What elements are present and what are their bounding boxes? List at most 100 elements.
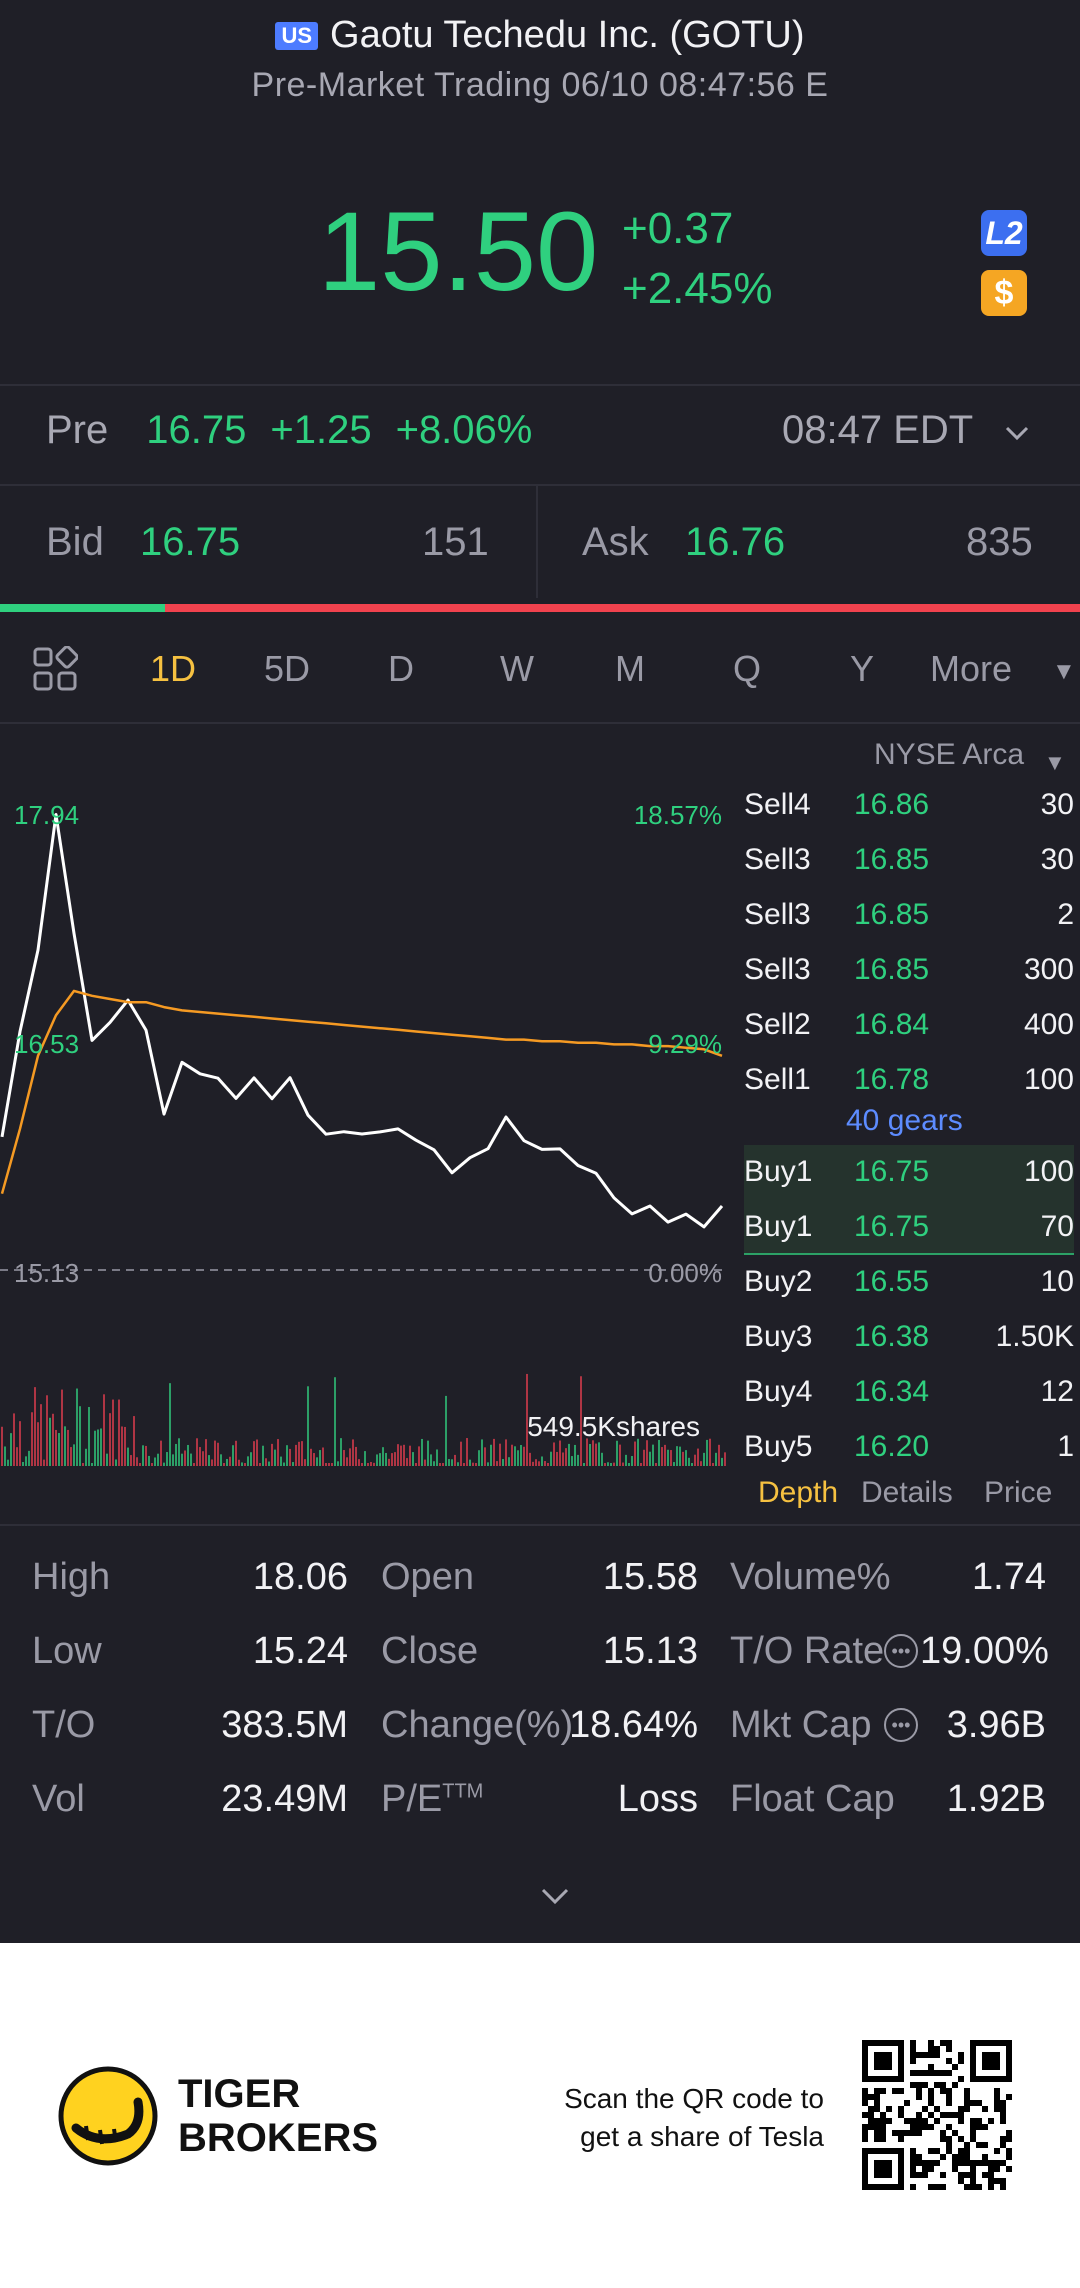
more-caret-icon[interactable]: ▼ <box>1052 658 1076 685</box>
volume-bar <box>529 1452 531 1466</box>
x-tick-label: 12:30 <box>300 1477 370 1480</box>
pe-label: P/ETTM <box>381 1778 484 1820</box>
volume-bar <box>442 1463 444 1466</box>
volume-bar <box>640 1463 642 1466</box>
tiger-brokers-logo <box>58 2066 158 2166</box>
bid-row[interactable]: Buy1 16.75 70 <box>744 1200 1074 1255</box>
volume-bar <box>577 1454 579 1466</box>
bid-row[interactable]: Buy5 16.20 1 <box>744 1420 1074 1475</box>
volume-bar <box>694 1454 696 1466</box>
brand-line1: TIGER <box>178 2072 301 2116</box>
volume-bar <box>397 1444 399 1466</box>
volume-bar <box>289 1448 291 1466</box>
close-label: Close <box>381 1630 479 1672</box>
volume-bar <box>631 1456 633 1466</box>
tab-q[interactable]: Q <box>733 648 762 689</box>
volume-bar <box>112 1399 114 1466</box>
volume-bar <box>553 1442 555 1466</box>
tab-w[interactable]: W <box>500 648 534 689</box>
volume-bar <box>295 1444 297 1466</box>
volume-bar <box>226 1458 228 1466</box>
volume-bar <box>91 1463 93 1466</box>
ask-size: 835 <box>966 520 1033 564</box>
ask-row[interactable]: Sell3 16.85 30 <box>744 833 1074 888</box>
volume-bar <box>292 1462 294 1466</box>
volume-bar <box>196 1438 198 1466</box>
volume-bar <box>79 1406 81 1466</box>
volume-bar <box>256 1439 258 1466</box>
level2-icon[interactable]: L2 <box>981 210 1027 256</box>
tab-5d[interactable]: 5D <box>264 648 311 689</box>
tab-depth[interactable]: Depth <box>758 1476 839 1509</box>
volume-bar <box>28 1450 30 1466</box>
bid-row[interactable]: Buy2 16.55 10 <box>744 1255 1074 1310</box>
bid-row[interactable]: Buy3 16.38 1.50K <box>744 1310 1074 1365</box>
volume-bar <box>217 1442 219 1466</box>
premarket-time[interactable]: 08:47 EDT <box>782 408 974 452</box>
volume-bar <box>19 1421 21 1466</box>
volume-bar <box>685 1450 687 1466</box>
market-badge: US <box>275 21 319 50</box>
volume-bar <box>223 1463 225 1466</box>
volume-bar <box>310 1448 312 1466</box>
volume-bar <box>265 1458 267 1466</box>
best-bid-line <box>744 1253 1074 1255</box>
ask-row[interactable]: Sell2 16.84 400 <box>744 998 1074 1053</box>
tab-y[interactable]: Y <box>850 648 875 689</box>
ask-row[interactable]: Sell3 16.85 2 <box>744 888 1074 943</box>
volume-bar <box>1 1426 3 1466</box>
bid-label: Bid <box>46 520 104 564</box>
market-cap-info-icon[interactable]: ••• <box>884 1708 918 1742</box>
turnover-value: 383.5M <box>221 1704 348 1746</box>
order-qty: 100 <box>1023 1063 1074 1096</box>
market-cap-label: Mkt Cap <box>730 1704 872 1746</box>
volume-bar <box>466 1438 468 1466</box>
order-price: 16.78 <box>854 1063 930 1096</box>
chevron-down-icon[interactable] <box>1004 420 1030 446</box>
gears-count[interactable]: 40 gears <box>846 1104 963 1137</box>
tab-d[interactable]: D <box>388 648 414 689</box>
volume-bar <box>544 1461 546 1466</box>
exchange-caret-icon[interactable]: ▼ <box>1044 750 1066 775</box>
tab-more[interactable]: More <box>930 648 1013 689</box>
volume-bar <box>475 1463 477 1466</box>
expand-chevron-icon[interactable] <box>540 1880 570 1910</box>
volume-bar <box>250 1452 252 1466</box>
volume-bar <box>478 1450 480 1466</box>
volume-bar <box>385 1452 387 1466</box>
tab-1d[interactable]: 1D <box>150 648 197 689</box>
exchange-selector[interactable]: NYSE Arca <box>874 738 1025 771</box>
volume-bar <box>595 1443 597 1466</box>
bid-row[interactable]: Buy1 16.75 100 <box>744 1145 1074 1200</box>
tab-details[interactable]: Details <box>861 1476 953 1509</box>
bid-row[interactable]: Buy4 16.34 12 <box>744 1365 1074 1420</box>
turnover-rate-info-icon[interactable]: ••• <box>884 1634 918 1668</box>
y-label-base: 15.13 <box>14 1258 79 1288</box>
volume-bar <box>343 1450 345 1466</box>
volume-bar <box>121 1426 123 1466</box>
volume-bar <box>532 1461 534 1466</box>
volume-bar <box>73 1444 75 1466</box>
volume-bar <box>58 1433 60 1466</box>
volume-bar <box>676 1446 678 1466</box>
order-price: 16.85 <box>854 843 930 876</box>
pct-label-base: 0.00% <box>648 1258 722 1288</box>
volume-bar <box>214 1440 216 1466</box>
ask-row[interactable]: Sell3 16.85 300 <box>744 943 1074 998</box>
last-price: 15.50 <box>318 189 599 314</box>
ask-row[interactable]: Sell4 16.86 30 <box>744 778 1074 833</box>
premarket-change-percent: +8.06% <box>395 408 533 452</box>
layout-grid-icon[interactable] <box>32 646 78 692</box>
premarket-change: +1.25 <box>270 408 372 452</box>
low-value: 15.24 <box>252 1630 348 1672</box>
dollar-icon[interactable]: $ <box>981 270 1027 316</box>
order-qty: 100 <box>1023 1155 1074 1188</box>
volume-bar <box>253 1441 255 1466</box>
ask-row[interactable]: Sell1 16.78 100 <box>744 1053 1074 1108</box>
volume-bar <box>34 1387 36 1466</box>
intraday-chart[interactable]: 17.94 16.53 15.13 18.57% 9.29% 0.00% 549.5Ksha… <box>0 740 730 1480</box>
tab-m[interactable]: M <box>615 648 645 689</box>
tab-price[interactable]: Price <box>984 1476 1053 1509</box>
volume-bar <box>481 1439 483 1466</box>
volume-bar <box>721 1457 723 1466</box>
